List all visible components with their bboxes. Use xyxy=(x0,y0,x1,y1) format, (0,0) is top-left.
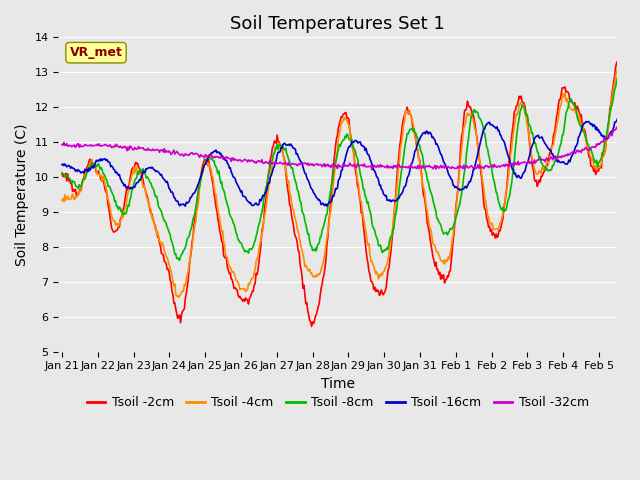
Tsoil -4cm xyxy=(631,97,639,103)
Tsoil -32cm xyxy=(631,105,639,110)
Tsoil -2cm xyxy=(205,161,213,167)
Tsoil -8cm xyxy=(176,257,184,263)
Tsoil -16cm xyxy=(206,153,214,158)
Tsoil -2cm xyxy=(442,277,449,283)
Tsoil -4cm xyxy=(159,243,167,249)
Tsoil -8cm xyxy=(159,216,167,222)
Tsoil -2cm xyxy=(308,324,316,329)
Tsoil -32cm xyxy=(317,162,325,168)
Tsoil -32cm xyxy=(490,162,498,168)
Tsoil -8cm xyxy=(397,176,404,181)
Tsoil -2cm xyxy=(58,171,66,177)
Tsoil -16cm xyxy=(397,192,404,197)
Tsoil -4cm xyxy=(58,197,66,203)
Tsoil -4cm xyxy=(206,165,214,170)
Tsoil -8cm xyxy=(58,170,66,176)
Tsoil -8cm xyxy=(621,60,629,66)
Tsoil -8cm xyxy=(490,179,498,184)
Line: Tsoil -32cm: Tsoil -32cm xyxy=(62,108,635,170)
Y-axis label: Soil Temperature (C): Soil Temperature (C) xyxy=(15,123,29,266)
Tsoil -32cm xyxy=(442,164,449,169)
Tsoil -4cm xyxy=(617,55,625,60)
Tsoil -8cm xyxy=(318,227,326,233)
Tsoil -4cm xyxy=(397,144,404,150)
Tsoil -2cm xyxy=(159,252,167,258)
Line: Tsoil -8cm: Tsoil -8cm xyxy=(62,63,635,260)
Tsoil -16cm xyxy=(58,162,66,168)
Tsoil -16cm xyxy=(631,99,639,105)
Text: VR_met: VR_met xyxy=(70,46,122,59)
Line: Tsoil -2cm: Tsoil -2cm xyxy=(62,46,635,326)
Line: Tsoil -4cm: Tsoil -4cm xyxy=(62,58,635,297)
Tsoil -4cm xyxy=(442,257,449,263)
Tsoil -4cm xyxy=(318,264,326,270)
Tsoil -8cm xyxy=(631,98,639,104)
Tsoil -16cm xyxy=(318,201,326,207)
Tsoil -16cm xyxy=(182,203,189,209)
Tsoil -4cm xyxy=(490,227,498,232)
Tsoil -16cm xyxy=(442,162,449,168)
Tsoil -16cm xyxy=(490,124,498,130)
X-axis label: Time: Time xyxy=(321,377,355,391)
Legend: Tsoil -2cm, Tsoil -4cm, Tsoil -8cm, Tsoil -16cm, Tsoil -32cm: Tsoil -2cm, Tsoil -4cm, Tsoil -8cm, Tsoi… xyxy=(82,391,594,414)
Line: Tsoil -16cm: Tsoil -16cm xyxy=(62,102,635,206)
Tsoil -16cm xyxy=(159,175,167,181)
Tsoil -2cm xyxy=(318,281,326,287)
Tsoil -32cm xyxy=(159,149,167,155)
Tsoil -32cm xyxy=(397,165,404,170)
Title: Soil Temperatures Set 1: Soil Temperatures Set 1 xyxy=(230,15,445,33)
Tsoil -2cm xyxy=(619,43,627,48)
Tsoil -8cm xyxy=(442,230,449,236)
Tsoil -32cm xyxy=(368,167,376,173)
Tsoil -32cm xyxy=(205,153,213,159)
Tsoil -2cm xyxy=(490,232,498,238)
Tsoil -2cm xyxy=(397,138,404,144)
Tsoil -32cm xyxy=(58,142,66,147)
Tsoil -2cm xyxy=(631,98,639,104)
Tsoil -8cm xyxy=(206,154,214,160)
Tsoil -4cm xyxy=(175,294,182,300)
